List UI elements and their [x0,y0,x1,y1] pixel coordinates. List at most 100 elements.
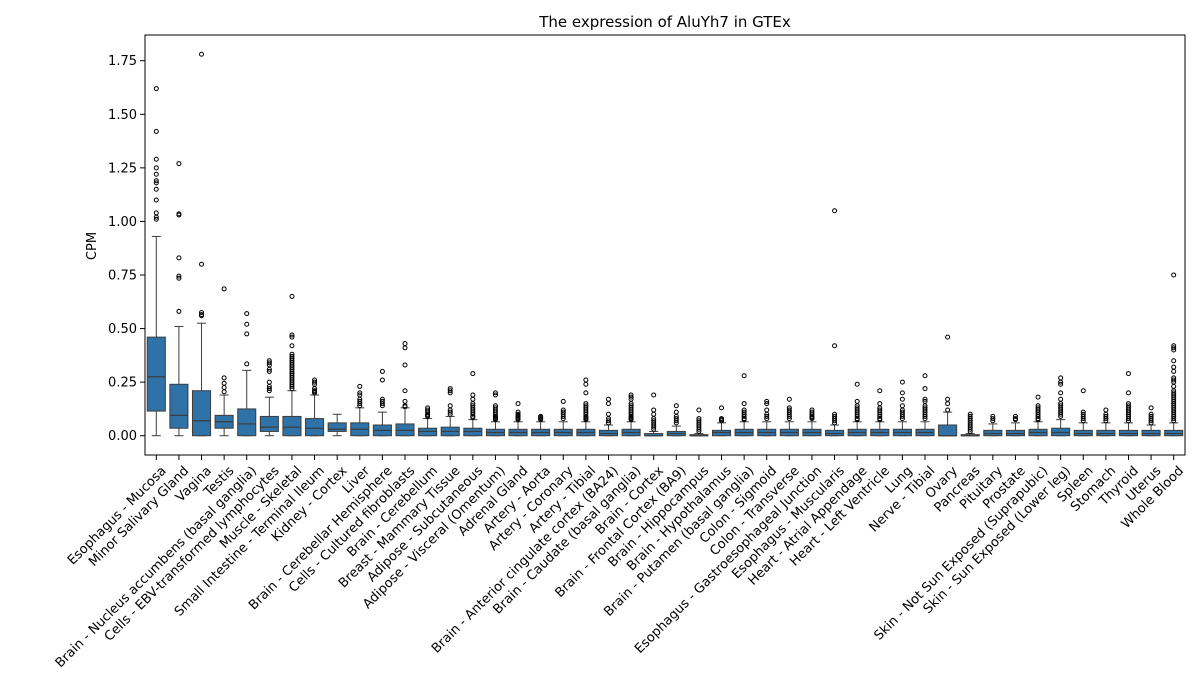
outlier-point [1171,368,1177,374]
x-tick-label: Esophagus - Mucosa [65,464,170,569]
outlier-point [560,398,566,404]
outlier-point [809,416,815,422]
outlier-point [1035,394,1041,400]
outlier-point [1148,420,1154,426]
outlier-point [1171,364,1177,370]
outlier-point [176,273,182,279]
box [146,336,166,412]
outlier-point [176,255,182,261]
outlier-point [605,401,611,407]
outlier-point [583,417,589,423]
y-tick-label: 0.25 [108,376,137,391]
outlier-point [199,313,205,319]
outlier-point [854,381,860,387]
outlier-point [153,210,159,216]
outlier-point [899,396,905,402]
outlier-point [312,390,318,396]
outlier-point [1035,413,1041,419]
outlier-point [153,156,159,162]
outlier-point [153,86,159,92]
outlier-point [922,396,928,402]
outlier-point [244,311,250,317]
outlier-point [832,343,838,349]
outlier-point [470,415,476,420]
outlier-point [221,385,227,390]
outlier-point [221,380,227,386]
outlier-point [945,334,951,340]
outlier-point [402,404,408,410]
y-tick-label: 1.00 [108,215,137,230]
outlier-point [673,418,679,424]
y-tick-label: 0.75 [108,269,137,284]
outlier-point [470,392,476,398]
outlier-point [605,418,611,424]
outlier-point [560,413,566,419]
outlier-point [244,321,250,327]
outlier-point [1058,379,1064,385]
outlier-point [1171,358,1177,364]
outlier-point [1171,377,1177,383]
outlier-point [289,383,295,389]
outlier-point [153,180,159,186]
outlier-point [899,403,905,409]
outlier-point [379,377,385,383]
outlier-point [153,165,159,171]
outlier-point [402,388,408,394]
outlier-point [945,401,951,407]
outlier-point [764,416,770,422]
outlier-point [357,401,363,407]
outlier-point [583,377,589,383]
outlier-point [1171,418,1177,424]
outlier-point [425,413,431,419]
outlier-point [719,405,725,411]
chart-title: The expression of AluYh7 in GTEx [538,13,791,31]
outlier-point [922,416,928,422]
outlier-point [651,426,657,432]
outlier-point [470,396,476,402]
outlier-point [289,386,295,392]
outlier-point [764,401,770,407]
plot-area: 0.00 0.25 0.50 0.75 1.00 1.25 1.50 1.75 Esophagu… [53,51,1187,671]
outlier-point [153,186,159,192]
outlier-point [199,261,205,267]
outlier-point [199,51,205,57]
outlier-point [696,426,702,432]
outlier-point [832,420,838,426]
outlier-point [605,420,611,426]
y-tick-label: 1.75 [108,54,137,69]
outlier-point [357,390,363,396]
outlier-point [832,208,838,214]
outlier-point [153,216,159,222]
y-tick-label: 1.50 [108,108,137,123]
outlier-point [651,407,657,413]
outlier-point [990,418,996,424]
outlier-point [786,413,792,419]
outlier-point [515,401,521,407]
outlier-point [289,293,295,299]
outlier-point [221,375,227,381]
outlier-point [266,368,272,374]
plot-frame [144,34,1186,456]
outlier-point [583,390,589,396]
outlier-point [922,413,928,419]
outlier-point [605,411,611,417]
outlier-point [492,417,498,423]
outlier-point [244,331,250,337]
outlier-point [289,332,295,338]
outlier-point [899,379,905,385]
outlier-point [1058,381,1064,387]
outlier-point [854,413,860,419]
outlier-point [1125,390,1131,396]
outlier-point [447,411,453,417]
outlier-point [153,197,159,203]
outlier-point [221,286,227,292]
outlier-point [1148,405,1154,411]
outlier-point [1125,416,1131,422]
outlier-point [379,368,385,374]
outlier-point [1012,413,1018,419]
outlier-point [1035,417,1041,423]
outlier-point [538,417,544,423]
outlier-point [673,420,679,426]
outlier-point [312,379,318,385]
